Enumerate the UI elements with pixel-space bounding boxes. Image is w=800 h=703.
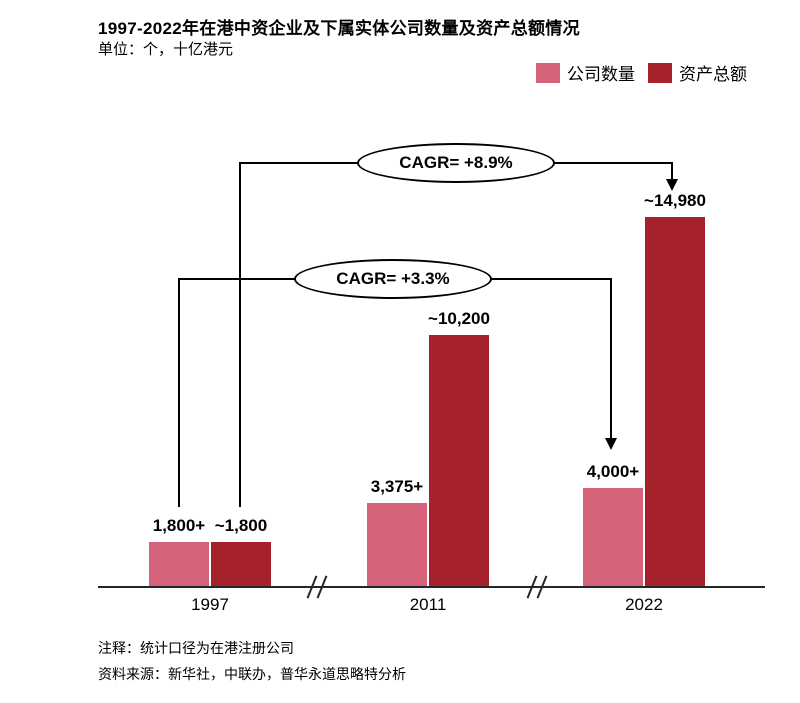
x-axis-label-2011: 2011 — [409, 595, 447, 614]
bar-companies-2022 — [583, 488, 643, 586]
bar-value-label-assets-2011: ~10,200 — [428, 309, 490, 328]
bar-value-label-assets-1997: ~1,800 — [214, 516, 268, 535]
cagr-assets-connector-right — [671, 163, 673, 180]
cagr-companies-badge: CAGR= +3.3% — [294, 259, 492, 299]
bar-value-label-companies-2022: 4,000+ — [586, 462, 640, 481]
arrow-down-icon — [605, 438, 617, 450]
bar-assets-1997 — [211, 542, 271, 586]
cagr-assets-text: CAGR= +8.9% — [399, 153, 513, 172]
legend: 公司数量 资产总额 — [536, 60, 747, 85]
bar-value-label-companies-2011: 3,375+ — [370, 477, 424, 496]
cagr-assets-connector-left — [239, 163, 241, 507]
bar-assets-2022 — [645, 217, 705, 586]
bar-value-label-companies-1997: 1,800+ — [152, 516, 206, 535]
x-axis-label-2022: 2022 — [625, 595, 663, 614]
bar-value-label-assets-2022: ~14,980 — [644, 191, 706, 210]
cagr-companies-connector-right — [610, 279, 612, 439]
cagr-assets-badge: CAGR= +8.9% — [357, 143, 555, 183]
x-axis — [98, 586, 765, 588]
chart-title: 1997-2022年在港中资企业及下属实体公司数量及资产总额情况 — [98, 19, 580, 38]
footnote-source: 资料来源：新华社，中联办，普华永道思略特分析 — [98, 666, 406, 682]
legend-item-companies: 公司数量 — [536, 60, 635, 85]
unit-label: 单位：个，十亿港元 — [98, 41, 234, 58]
cagr-companies-connector-left — [178, 279, 180, 507]
legend-label-companies: 公司数量 — [567, 65, 635, 84]
x-axis-label-1997: 1997 — [191, 595, 229, 614]
legend-swatch-companies-icon — [536, 62, 560, 83]
cagr-companies-text: CAGR= +3.3% — [336, 269, 450, 288]
bar-companies-2011 — [367, 503, 427, 586]
bar-assets-2011 — [429, 335, 489, 586]
legend-swatch-assets-icon — [648, 62, 672, 83]
legend-item-assets: 资产总额 — [648, 60, 747, 85]
legend-label-assets: 资产总额 — [679, 65, 747, 84]
footnote-note: 注释：统计口径为在港注册公司 — [98, 640, 294, 656]
bar-companies-1997 — [149, 542, 209, 586]
arrow-down-icon — [666, 179, 678, 191]
